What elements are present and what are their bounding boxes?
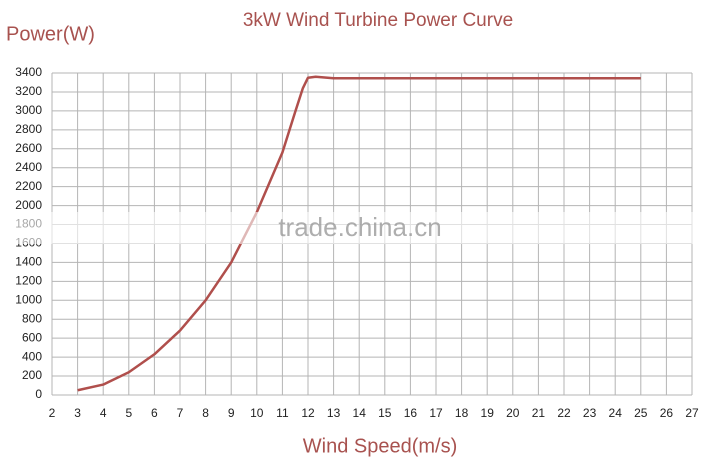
y-tick-label: 2000 bbox=[15, 198, 42, 212]
x-tick-label: 3 bbox=[74, 406, 81, 420]
y-tick-label: 3000 bbox=[15, 103, 42, 117]
x-tick-label: 26 bbox=[660, 406, 674, 420]
y-tick-label: 3200 bbox=[15, 84, 42, 98]
x-tick-label: 6 bbox=[151, 406, 158, 420]
x-tick-label: 5 bbox=[125, 406, 132, 420]
x-tick-label: 20 bbox=[506, 406, 520, 420]
x-tick-label: 21 bbox=[532, 406, 546, 420]
y-tick-label: 2800 bbox=[15, 122, 42, 136]
y-tick-label: 1400 bbox=[15, 255, 42, 269]
y-tick-label: 0 bbox=[35, 387, 42, 401]
x-tick-label: 18 bbox=[455, 406, 469, 420]
x-tick-label: 10 bbox=[250, 406, 264, 420]
x-tick-label: 27 bbox=[685, 406, 699, 420]
x-tick-label: 24 bbox=[609, 406, 623, 420]
x-tick-label: 14 bbox=[353, 406, 367, 420]
y-tick-label: 2200 bbox=[15, 179, 42, 193]
chart-title: 3kW Wind Turbine Power Curve bbox=[243, 10, 513, 31]
watermark-band bbox=[0, 212, 720, 244]
y-tick-label: 1200 bbox=[15, 274, 42, 288]
x-tick-label: 11 bbox=[276, 406, 289, 420]
x-tick-label: 7 bbox=[177, 406, 184, 420]
x-tick-label: 12 bbox=[301, 406, 315, 420]
y-axis-label: Power(W) bbox=[6, 23, 95, 45]
x-tick-label: 4 bbox=[100, 406, 107, 420]
x-tick-label: 22 bbox=[557, 406, 571, 420]
y-tick-label: 2400 bbox=[15, 160, 42, 174]
x-tick-label: 25 bbox=[634, 406, 648, 420]
x-tick-label: 9 bbox=[228, 406, 235, 420]
y-tick-label: 3400 bbox=[15, 65, 42, 79]
y-tick-label: 400 bbox=[22, 349, 42, 363]
x-tick-label: 19 bbox=[481, 406, 495, 420]
y-tick-label: 800 bbox=[22, 311, 42, 325]
x-tick-label: 23 bbox=[583, 406, 597, 420]
watermark: trade.china.cn bbox=[278, 212, 441, 242]
y-tick-label: 1000 bbox=[15, 292, 42, 306]
x-tick-label: 13 bbox=[327, 406, 341, 420]
x-tick-label: 2 bbox=[49, 406, 56, 420]
x-tick-label: 8 bbox=[202, 406, 209, 420]
y-tick-label: 200 bbox=[22, 368, 42, 382]
y-tick-label: 600 bbox=[22, 330, 42, 344]
x-axis-label: Wind Speed(m/s) bbox=[303, 435, 458, 457]
y-tick-label: 2600 bbox=[15, 141, 42, 155]
x-tick-label: 16 bbox=[404, 406, 418, 420]
x-tick-label: 15 bbox=[378, 406, 392, 420]
x-tick-label: 17 bbox=[429, 406, 443, 420]
